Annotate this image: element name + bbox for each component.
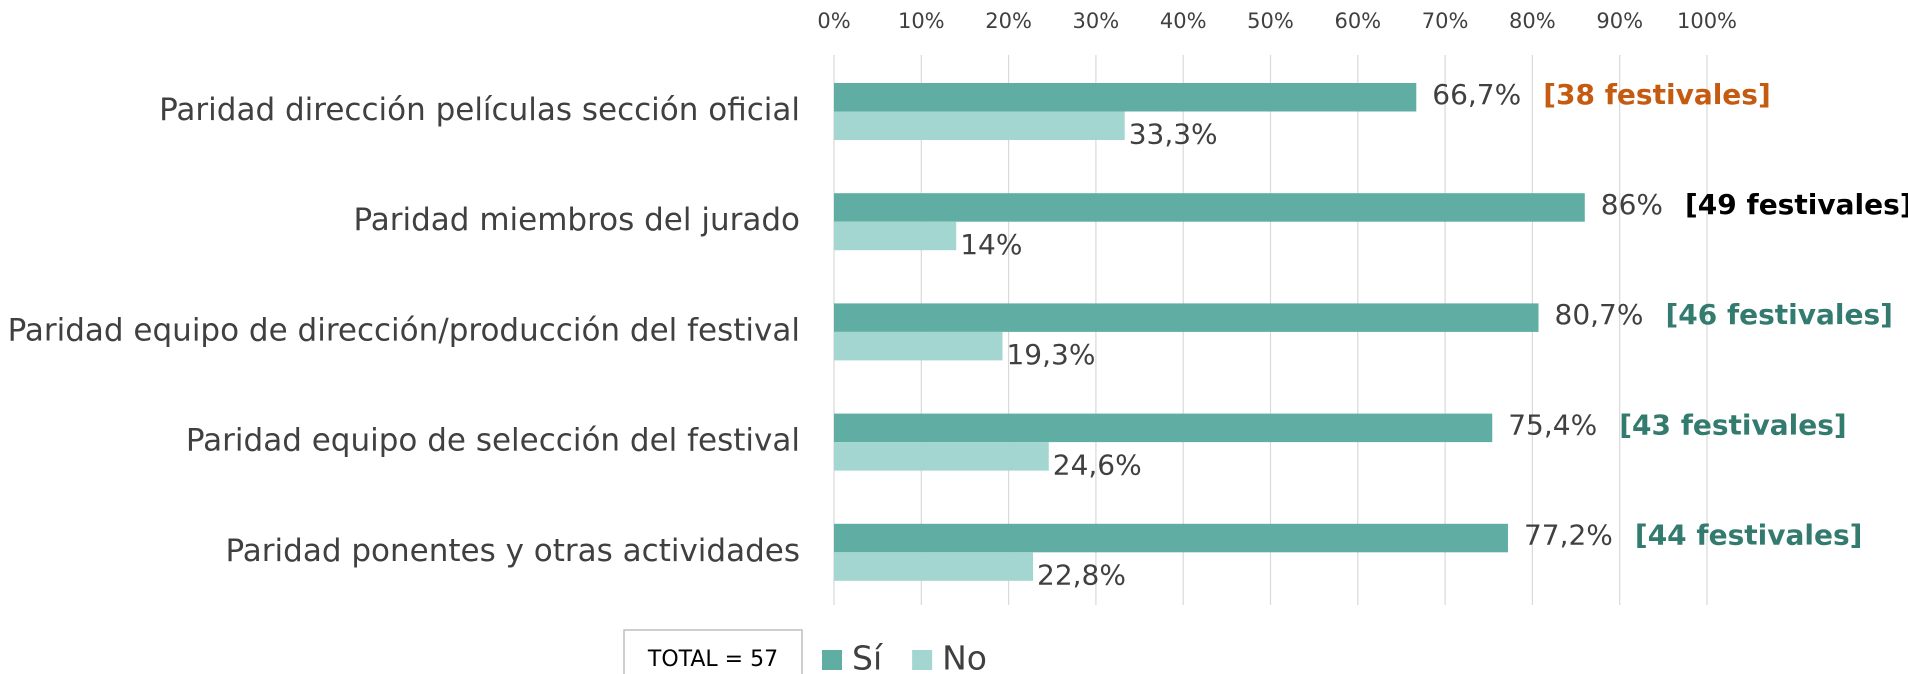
value-label: 66,7% (1432, 78, 1521, 111)
annotation: [49 festivales] (1685, 188, 1908, 221)
value-label: 75,4% (1508, 408, 1597, 441)
annotation: [43 festivales] (1619, 408, 1847, 441)
bar (834, 303, 1539, 332)
x-tick-label: 10% (898, 9, 945, 33)
x-tick-label: 70% (1422, 9, 1469, 33)
category-label: Paridad equipo de selección del festival (186, 423, 800, 459)
annotation: [44 festivales] (1635, 519, 1863, 552)
value-label: 19,3% (1006, 338, 1095, 371)
bar (834, 523, 1508, 553)
value-label: 33,3% (1129, 118, 1218, 151)
category-label: Paridad miembros del jurado (353, 202, 800, 238)
total-box (623, 629, 803, 674)
x-tick-label: 50% (1247, 9, 1294, 33)
x-tick-label: 90% (1596, 9, 1643, 33)
bar (834, 552, 1034, 581)
x-tick-label: 40% (1160, 9, 1207, 33)
category-label: Paridad equipo de dirección/producción d… (8, 312, 800, 348)
category-label: Paridad ponentes y otras actividades (225, 533, 800, 569)
bar (834, 111, 1125, 140)
x-tick-label: 20% (985, 9, 1032, 33)
value-label: 24,6% (1053, 448, 1142, 481)
annotation: [46 festivales] (1665, 298, 1893, 331)
x-tick-label: 80% (1509, 9, 1556, 33)
x-tick-label: 100% (1677, 9, 1737, 33)
legend-swatch (912, 650, 933, 670)
bar (834, 221, 957, 251)
legend-label: Sí (852, 639, 884, 674)
category-label: Paridad dirección películas sección ofic… (159, 92, 800, 128)
value-label: 14% (960, 228, 1022, 261)
value-label: 22,8% (1037, 559, 1126, 592)
total-label: TOTAL = 57 (647, 647, 778, 672)
x-tick-label: 60% (1334, 9, 1381, 33)
value-label: 77,2% (1524, 519, 1613, 552)
legend-label: No (942, 639, 987, 674)
bar (834, 331, 1003, 361)
x-tick-label: 30% (1073, 9, 1120, 33)
value-label: 80,7% (1555, 298, 1644, 331)
legend-swatch (822, 650, 842, 670)
bar (834, 83, 1417, 112)
bar (834, 442, 1049, 471)
bar (834, 413, 1493, 443)
value-label: 86% (1601, 188, 1663, 221)
bar (834, 193, 1585, 222)
x-tick-label: 0% (817, 9, 850, 33)
annotation: [38 festivales] (1543, 78, 1771, 111)
